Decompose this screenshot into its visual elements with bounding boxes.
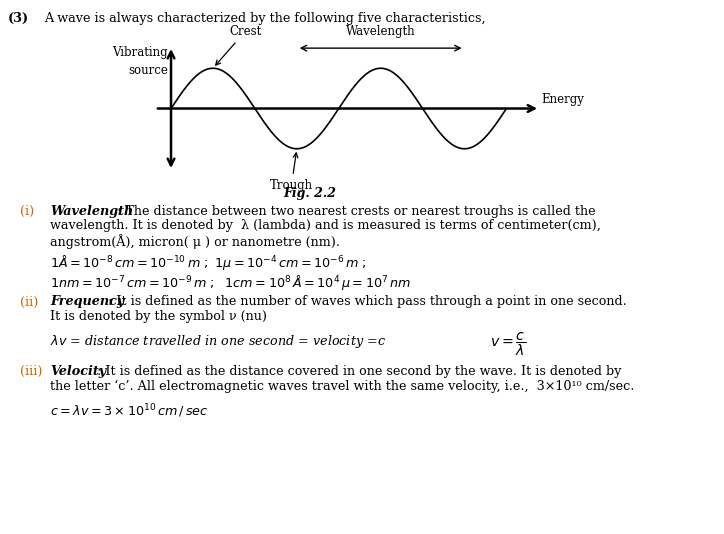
Text: (iii): (iii) bbox=[20, 365, 43, 378]
Text: $1\AA = 10^{-8}\,cm = 10^{-10}\,m\ ;\ 1\mu = 10^{-4}\,cm = 10^{-6}\,m\ ;$: $1\AA = 10^{-8}\,cm = 10^{-10}\,m\ ;\ 1\… bbox=[50, 253, 367, 271]
Text: $\lambda v$ = distance travelled in one second = velocity =c: $\lambda v$ = distance travelled in one … bbox=[50, 333, 386, 349]
Text: Trough: Trough bbox=[270, 153, 313, 192]
Text: $1nm = 10^{-7}\,cm = 10^{-9}\,m\ ;\ \ 1cm = 10^{8}\,\AA = 10^{4}\,\mu = 10^{7}\,: $1nm = 10^{-7}\,cm = 10^{-9}\,m\ ;\ \ 1c… bbox=[50, 273, 411, 292]
Text: Energy: Energy bbox=[542, 93, 584, 106]
Text: source: source bbox=[128, 64, 168, 77]
Text: Wavelength: Wavelength bbox=[346, 25, 416, 38]
Text: (i): (i) bbox=[20, 205, 34, 218]
Text: It is denoted by the symbol ν (nu): It is denoted by the symbol ν (nu) bbox=[50, 310, 267, 323]
Text: Vibrating: Vibrating bbox=[112, 46, 168, 59]
Text: Crest: Crest bbox=[216, 25, 261, 65]
Text: Velocity: Velocity bbox=[50, 365, 106, 378]
Text: $c = \lambda v = 3 \times 10^{10}\,cm\,/\,sec$: $c = \lambda v = 3 \times 10^{10}\,cm\,/… bbox=[50, 402, 209, 420]
Text: the letter ‘c’. All electromagnetic waves travel with the same velocity, i.e.,  : the letter ‘c’. All electromagnetic wave… bbox=[50, 380, 634, 392]
Text: $v = \dfrac{c}{\lambda}$: $v = \dfrac{c}{\lambda}$ bbox=[490, 331, 526, 358]
Text: : It is defined as the distance covered in one second by the wave. It is denoted: : It is defined as the distance covered … bbox=[93, 365, 621, 378]
Text: : It is defined as the number of waves which pass through a point in one second.: : It is defined as the number of waves w… bbox=[104, 295, 627, 309]
Text: A wave is always characterized by the following five characteristics,: A wave is always characterized by the fo… bbox=[44, 12, 486, 25]
Text: Wavelength: Wavelength bbox=[50, 205, 133, 218]
Text: Fig. 2.2: Fig. 2.2 bbox=[284, 187, 337, 200]
Text: (ii): (ii) bbox=[20, 295, 38, 309]
Text: : The distance between two nearest crests or nearest troughs is called the: : The distance between two nearest crest… bbox=[113, 205, 596, 218]
Text: (3): (3) bbox=[8, 12, 29, 25]
Text: Frequency: Frequency bbox=[50, 295, 125, 309]
Text: wavelength. It is denoted by  λ (lambda) and is measured is terms of centimeter(: wavelength. It is denoted by λ (lambda) … bbox=[50, 219, 601, 232]
Text: angstrom(Å), micron( μ ) or nanometre (nm).: angstrom(Å), micron( μ ) or nanometre (n… bbox=[50, 234, 340, 249]
